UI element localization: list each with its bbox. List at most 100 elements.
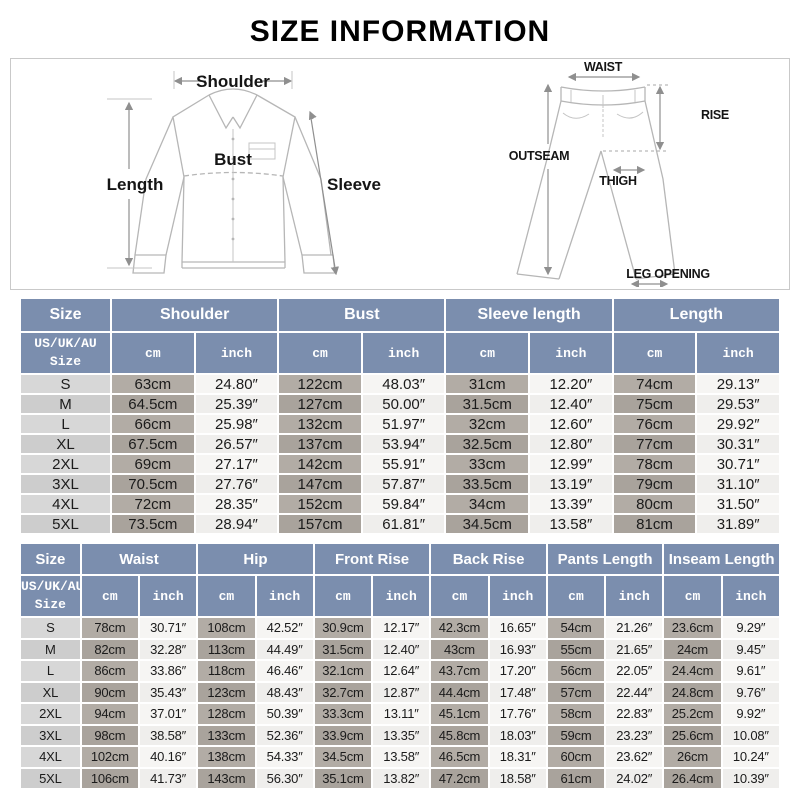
- inch-value: 9.76″: [722, 682, 779, 702]
- cm-value: 45.8cm: [431, 725, 488, 745]
- cm-value: 35.1cm: [314, 768, 372, 788]
- cm-value: 127cm: [279, 395, 361, 413]
- cm-value: 80cm: [613, 495, 696, 513]
- inch-value: 31.89″: [697, 515, 779, 533]
- cm-value: 63cm: [112, 375, 194, 393]
- cm-value: 60cm: [547, 747, 605, 767]
- inch-value: 56.30″: [256, 768, 313, 788]
- cm-value: 31.5cm: [446, 395, 529, 413]
- cm-value: 70.5cm: [112, 475, 194, 493]
- inch-unit-header: inch: [606, 576, 663, 616]
- size-row-XL: XL 90cm 35.43″ 123cm 48.43″ 32.7cm 12.87″ 44.4c…: [21, 682, 779, 702]
- cm-value: 106cm: [81, 768, 138, 788]
- inch-value: 25.98″: [195, 415, 278, 433]
- group-header-waist: Waist: [81, 544, 197, 574]
- cm-value: 61cm: [547, 768, 605, 788]
- inch-value: 12.40″: [530, 395, 612, 413]
- size-cell: XL: [21, 435, 111, 453]
- inch-value: 38.58″: [139, 725, 197, 745]
- inch-value: 25.39″: [195, 395, 278, 413]
- inch-value: 9.61″: [722, 661, 779, 681]
- size-row-S: S 78cm 30.71″ 108cm 42.52″ 30.9cm 12.17″ 42.3cm…: [21, 618, 779, 638]
- garment-diagram-svg: Shoulder Length Bust Sleeve: [107, 60, 729, 289]
- size-row-5XL: 5XL 73.5cm 28.94″ 157cm 61.81″ 34.5cm 13.58″ 81…: [21, 515, 779, 533]
- inch-value: 16.93″: [489, 639, 546, 659]
- inch-value: 12.80″: [530, 435, 612, 453]
- inch-value: 12.17″: [373, 618, 430, 638]
- pants-dimension-arrows: [543, 72, 669, 289]
- cm-unit-header: cm: [112, 333, 194, 373]
- shirt-bust-label: Bust: [214, 150, 252, 169]
- inch-value: 32.28″: [139, 639, 197, 659]
- cm-value: 81cm: [613, 515, 696, 533]
- size-row-2XL: 2XL 94cm 37.01″ 128cm 50.39″ 33.3cm 13.11″ 45.1…: [21, 704, 779, 724]
- inch-value: 59.84″: [362, 495, 445, 513]
- inch-value: 22.83″: [606, 704, 663, 724]
- inch-unit-header: inch: [722, 576, 779, 616]
- cm-value: 78cm: [81, 618, 138, 638]
- inch-value: 52.36″: [256, 725, 313, 745]
- cm-value: 86cm: [81, 661, 138, 681]
- cm-value: 138cm: [198, 747, 255, 767]
- cm-value: 32.1cm: [314, 661, 372, 681]
- shirt-size-table: Size Shoulder Bust Sleeve length Length US/UK…: [19, 297, 781, 535]
- group-header-shoulder: Shoulder: [112, 299, 278, 331]
- cm-value: 43cm: [431, 639, 488, 659]
- unit-header-row: US/UK/AU Size cm inch cm inch cm inch cm inch: [21, 333, 779, 373]
- cm-value: 25.6cm: [664, 725, 721, 745]
- cm-value: 24.8cm: [664, 682, 721, 702]
- group-header-hip: Hip: [198, 544, 313, 574]
- size-cell: 2XL: [21, 704, 80, 724]
- cm-value: 42.3cm: [431, 618, 488, 638]
- cm-value: 77cm: [613, 435, 696, 453]
- pants-rise-label: RISE: [701, 108, 729, 122]
- inch-value: 10.08″: [722, 725, 779, 745]
- cm-value: 56cm: [547, 661, 605, 681]
- inch-value: 54.33″: [256, 747, 313, 767]
- size-row-M: M 64.5cm 25.39″ 127cm 50.00″ 31.5cm 12.40″ 75cm…: [21, 395, 779, 413]
- inch-value: 13.58″: [530, 515, 612, 533]
- group-header-inseam-length: Inseam Length: [664, 544, 779, 574]
- size-cell: M: [21, 395, 111, 413]
- cm-value: 31cm: [446, 375, 529, 393]
- size-cell: 4XL: [21, 747, 80, 767]
- cm-value: 137cm: [279, 435, 361, 453]
- inch-value: 26.57″: [195, 435, 278, 453]
- pants-thigh-label: THIGH: [599, 174, 637, 188]
- cm-value: 64.5cm: [112, 395, 194, 413]
- inch-unit-header: inch: [489, 576, 546, 616]
- inch-unit-header: inch: [697, 333, 779, 373]
- cm-value: 98cm: [81, 725, 138, 745]
- cm-value: 152cm: [279, 495, 361, 513]
- inch-value: 40.16″: [139, 747, 197, 767]
- size-header: Size: [21, 299, 111, 331]
- cm-value: 113cm: [198, 639, 255, 659]
- cm-value: 46.5cm: [431, 747, 488, 767]
- size-row-4XL: 4XL 72cm 28.35″ 152cm 59.84″ 34cm 13.39″ 80cm 31…: [21, 495, 779, 513]
- cm-value: 54cm: [547, 618, 605, 638]
- cm-value: 32.5cm: [446, 435, 529, 453]
- cm-value: 128cm: [198, 704, 255, 724]
- group-header-row: Size Waist Hip Front Rise Back Rise Pants Len…: [21, 544, 779, 574]
- inch-value: 31.50″: [697, 495, 779, 513]
- inch-value: 17.76″: [489, 704, 546, 724]
- inch-value: 37.01″: [139, 704, 197, 724]
- inch-value: 10.24″: [722, 747, 779, 767]
- inch-value: 48.03″: [362, 375, 445, 393]
- inch-value: 61.81″: [362, 515, 445, 533]
- shirt-shoulder-label: Shoulder: [196, 72, 270, 91]
- cm-value: 132cm: [279, 415, 361, 433]
- cm-value: 142cm: [279, 455, 361, 473]
- shirt-dimension-arrows: [107, 71, 340, 276]
- cm-value: 43.7cm: [431, 661, 488, 681]
- inch-value: 44.49″: [256, 639, 313, 659]
- inch-unit-header: inch: [195, 333, 278, 373]
- inch-value: 30.31″: [697, 435, 779, 453]
- inch-value: 31.10″: [697, 475, 779, 493]
- inch-value: 12.20″: [530, 375, 612, 393]
- inch-value: 22.44″: [606, 682, 663, 702]
- cm-value: 82cm: [81, 639, 138, 659]
- cm-value: 133cm: [198, 725, 255, 745]
- measurement-diagrams: Shoulder Length Bust Sleeve: [10, 58, 790, 290]
- inch-value: 9.92″: [722, 704, 779, 724]
